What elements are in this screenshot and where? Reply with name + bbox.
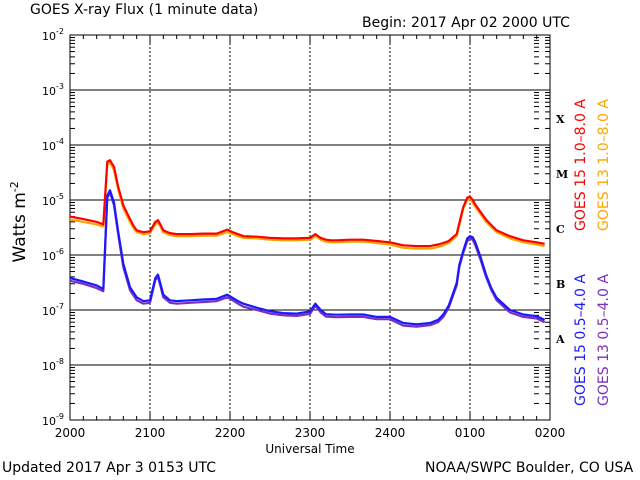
- y-axis-label: Watts m-2: [8, 181, 30, 262]
- flare-class-label: M: [556, 168, 568, 181]
- legend-entry: GOES 15 0.5–4.0 A: [573, 274, 589, 406]
- x-tick-label: 2400: [375, 426, 406, 440]
- flare-class-label: C: [556, 223, 565, 236]
- legend-entry: GOES 13 1.0–8.0 A: [596, 99, 612, 231]
- flare-class-label: X: [556, 113, 565, 126]
- y-tick-label: 10-8: [42, 357, 64, 373]
- x-tick-label: 2200: [215, 426, 246, 440]
- y-tick-label: 10-6: [42, 247, 64, 263]
- updated-time: Updated 2017 Apr 3 0153 UTC: [2, 460, 216, 476]
- series-line: [69, 161, 545, 250]
- legend-entry: GOES 15 1.0–8.0 A: [573, 99, 589, 231]
- series-line: [69, 159, 545, 248]
- x-axis-label: Universal Time: [265, 442, 354, 456]
- y-tick-label: 10-2: [42, 27, 64, 43]
- flare-class-label: B: [556, 278, 565, 291]
- x-tick-label: 2300: [295, 426, 326, 440]
- credit: NOAA/SWPC Boulder, CO USA: [425, 460, 634, 476]
- x-tick-label: 0200: [535, 426, 566, 440]
- series-line: [69, 189, 546, 326]
- y-tick-label: 10-4: [42, 137, 64, 153]
- y-tick-label: 10-3: [42, 82, 64, 98]
- x-tick-label: 2100: [135, 426, 166, 440]
- series-line: [69, 191, 546, 328]
- x-tick-label: 0100: [455, 426, 486, 440]
- y-tick-label: 10-5: [42, 192, 64, 208]
- y-tick-label: 10-9: [42, 412, 64, 428]
- chart-title: GOES X-ray Flux (1 minute data): [30, 2, 259, 18]
- x-tick-label: 2000: [55, 426, 86, 440]
- flare-class-label: A: [555, 333, 565, 346]
- legend-entry: GOES 13 0.5–4.0 A: [596, 274, 612, 406]
- begin-time: Begin: 2017 Apr 02 2000 UTC: [362, 15, 570, 31]
- y-tick-label: 10-7: [42, 302, 64, 318]
